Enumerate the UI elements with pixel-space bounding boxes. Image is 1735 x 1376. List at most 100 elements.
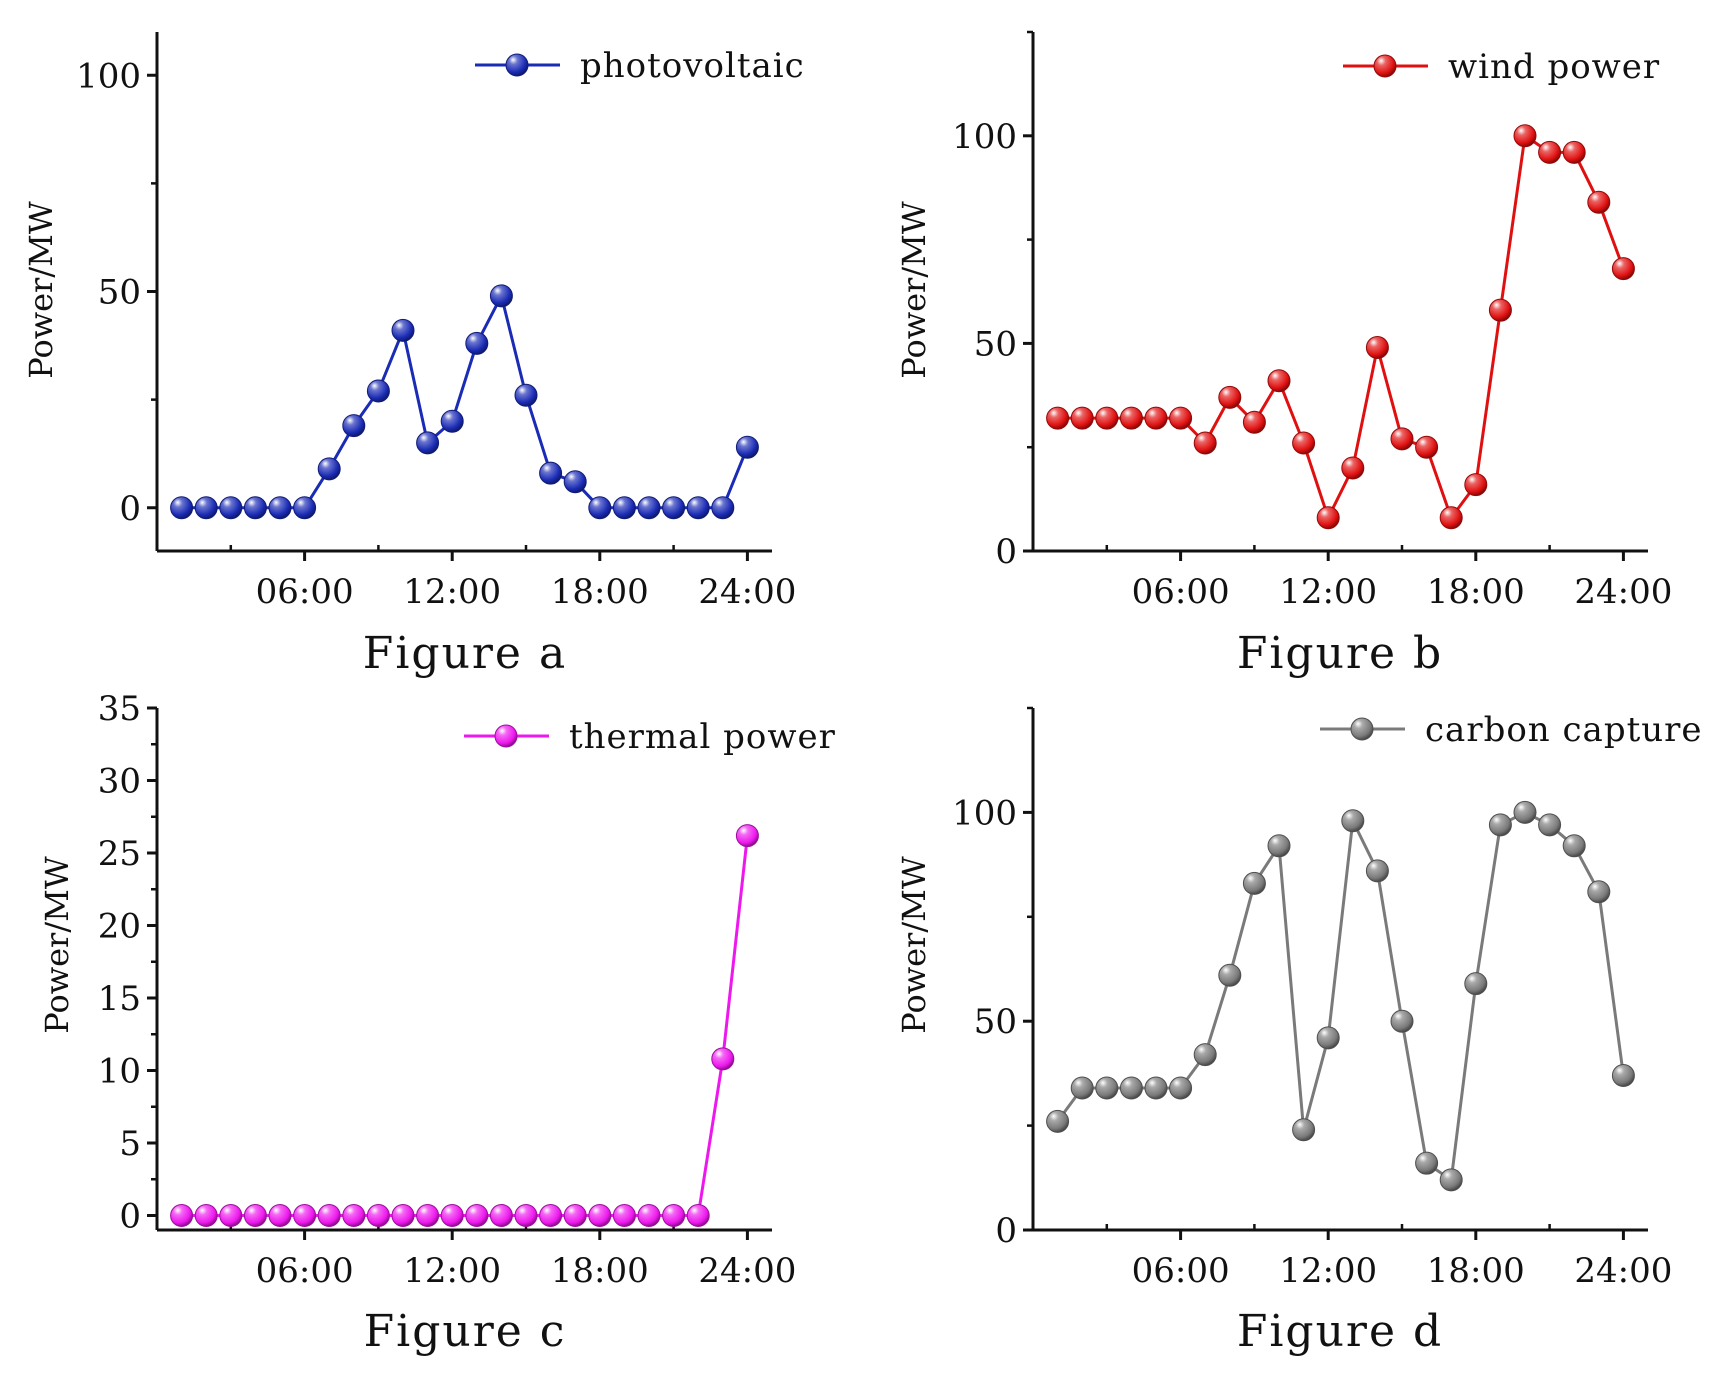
- data-point: [514, 383, 538, 407]
- y-tick-label: 100: [76, 56, 141, 96]
- data-point: [219, 1204, 243, 1227]
- data-point: [366, 379, 390, 403]
- data-point: [1144, 1076, 1168, 1100]
- y-tick-label: 0: [995, 1211, 1017, 1251]
- data-point: [342, 1204, 366, 1227]
- data-point: [268, 1204, 292, 1227]
- y-tick-label: 10: [98, 1052, 141, 1092]
- data-point: [1562, 140, 1586, 164]
- data-point: [1169, 1076, 1193, 1100]
- y-tick-label: 0: [995, 532, 1017, 572]
- data-point: [219, 496, 243, 520]
- x-tick-label: 24:00: [1574, 1251, 1672, 1291]
- data-point: [243, 1204, 267, 1227]
- x-tick-label: 12:00: [1279, 572, 1377, 612]
- y-tick-label: 5: [119, 1124, 141, 1164]
- y-tick-label: 50: [974, 1002, 1017, 1042]
- series-line: [1056, 810, 1625, 1182]
- data-point: [588, 1204, 612, 1227]
- data-point: [391, 1204, 415, 1227]
- data-point: [539, 1204, 563, 1227]
- figure-caption: Figure b: [1237, 628, 1443, 679]
- data-point: [1292, 1118, 1316, 1142]
- data-point: [465, 331, 489, 355]
- legend-marker: [505, 53, 529, 77]
- x-tick-label: 06:00: [256, 1251, 354, 1291]
- data-point: [1611, 257, 1635, 281]
- y-tick-label: 0: [119, 1197, 141, 1237]
- legend-label: photovoltaic: [580, 46, 805, 86]
- data-point: [1365, 336, 1389, 360]
- data-point: [1415, 435, 1439, 459]
- chart-panel-c: 0 5 10 15 20 25 30 35 06:00 12:00 18:00 24:00 Power/…: [38, 689, 836, 1357]
- x-tick-label: 18:00: [1427, 1251, 1525, 1291]
- figure-caption: Figure c: [364, 1306, 567, 1357]
- data-point: [1587, 190, 1611, 214]
- legend-marker: [1373, 54, 1397, 78]
- data-point: [243, 496, 267, 520]
- data-point: [1513, 800, 1537, 824]
- data-point: [612, 496, 636, 520]
- data-point: [514, 1204, 538, 1227]
- data-point: [686, 496, 710, 520]
- data-point: [735, 824, 759, 848]
- y-axis-label: Power/MW: [22, 201, 60, 379]
- data-point: [416, 1204, 440, 1227]
- data-point: [293, 1204, 317, 1227]
- data-point: [1611, 1063, 1635, 1087]
- data-point: [440, 409, 464, 433]
- y-tick-label: 100: [952, 793, 1017, 833]
- y-tick-label: 25: [98, 834, 141, 874]
- data-point: [170, 496, 194, 520]
- legend-label: thermal power: [569, 717, 836, 757]
- data-point: [1439, 506, 1463, 530]
- data-point: [539, 461, 563, 485]
- x-tick-label: 12:00: [1279, 1251, 1377, 1291]
- series-line: [181, 835, 749, 1217]
- data-point: [293, 496, 317, 520]
- data-point: [194, 1204, 218, 1227]
- series-line: [1057, 134, 1625, 520]
- figure-caption: Figure d: [1237, 1306, 1443, 1357]
- data-point: [1562, 834, 1586, 858]
- data-point: [662, 1204, 686, 1227]
- legend-label: carbon capture: [1425, 710, 1703, 750]
- y-axis-label: Power/MW: [38, 856, 76, 1034]
- data-point: [711, 1047, 735, 1071]
- legend-marker: [1350, 717, 1374, 741]
- data-point: [489, 284, 513, 308]
- data-point: [1046, 406, 1070, 430]
- data-point: [1095, 1076, 1119, 1100]
- data-point: [1046, 1109, 1070, 1133]
- data-point: [1095, 406, 1119, 430]
- data-point: [1488, 298, 1512, 322]
- data-point: [416, 431, 440, 455]
- y-tick-label: 15: [98, 979, 141, 1019]
- data-point: [342, 414, 366, 438]
- data-point: [1316, 1026, 1340, 1050]
- data-point: [1144, 406, 1168, 430]
- y-tick-label: 30: [98, 762, 141, 802]
- x-tick-label: 18:00: [1427, 572, 1525, 612]
- legend: wind power: [1343, 47, 1659, 87]
- y-tick-label: 0: [119, 489, 141, 529]
- x-tick-label: 12:00: [403, 1251, 501, 1291]
- legend-marker: [494, 724, 518, 748]
- data-point: [1341, 456, 1365, 480]
- x-tick-label: 06:00: [1132, 1251, 1230, 1291]
- chart-panel-b: 0 50 100 06:00 12:00 18:00 24:00 Power/MW Figure…: [895, 30, 1672, 679]
- data-point: [1218, 963, 1242, 987]
- data-point: [1538, 813, 1562, 837]
- data-point: [1365, 859, 1389, 883]
- data-point: [1218, 385, 1242, 409]
- data-point: [1341, 809, 1365, 833]
- legend: photovoltaic: [475, 46, 805, 86]
- data-point: [612, 1204, 636, 1227]
- legend: thermal power: [464, 717, 836, 757]
- data-point: [1316, 506, 1340, 530]
- data-point: [1267, 834, 1291, 858]
- y-tick-label: 35: [98, 689, 141, 729]
- y-axis-label: Power/MW: [895, 856, 933, 1034]
- x-tick-label: 06:00: [256, 572, 354, 612]
